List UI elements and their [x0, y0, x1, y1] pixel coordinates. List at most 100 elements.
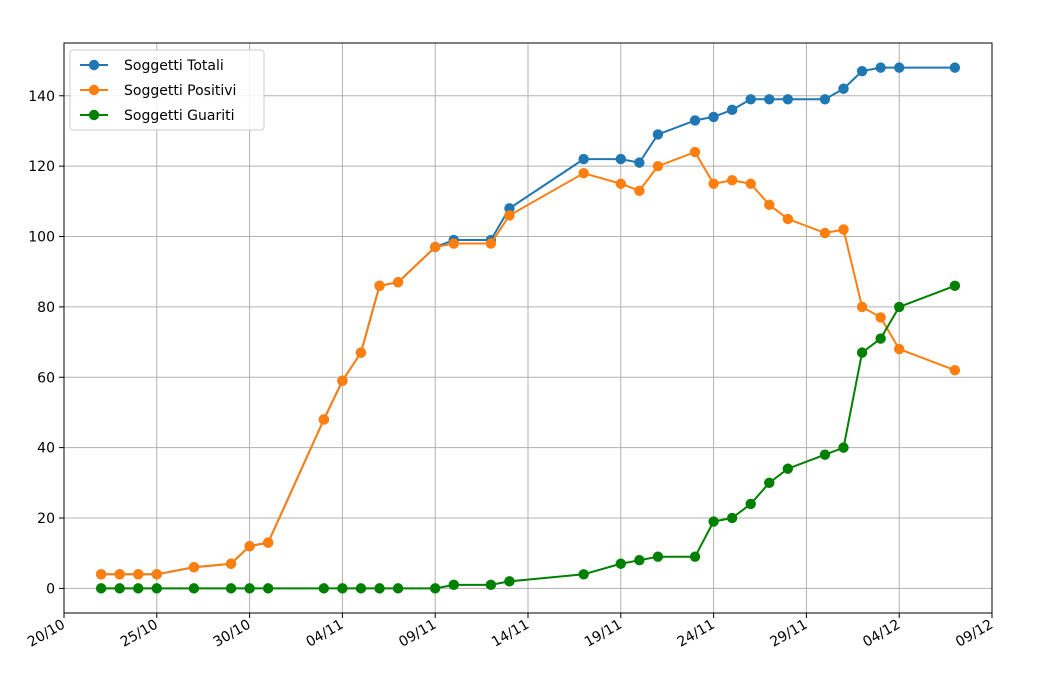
data-point [504, 210, 515, 221]
data-point [318, 414, 330, 425]
data-point [430, 583, 441, 594]
legend-box [69, 49, 265, 131]
data-point [838, 442, 849, 453]
data-point [244, 540, 255, 552]
data-point [894, 62, 905, 73]
data-point [337, 583, 348, 594]
data-point [95, 583, 107, 594]
y-tick-label: 120 [28, 159, 55, 175]
x-tick-label: 04/12 [860, 617, 903, 651]
data-point [615, 558, 626, 569]
x-tick-label: 20/10 [25, 617, 68, 651]
data-point [856, 65, 868, 77]
data-point [578, 167, 589, 179]
legend: Soggetti Totali Soggetti Positivi Soggetti… [69, 49, 265, 131]
x-tick-label: 24/11 [675, 617, 718, 651]
y-tick-label: 40 [37, 441, 55, 457]
data-point [430, 241, 441, 253]
data-point [726, 512, 738, 524]
data-point [262, 537, 274, 548]
data-point [634, 555, 645, 566]
series-2 [95, 146, 961, 580]
data-point [689, 551, 701, 562]
data-point [151, 583, 162, 594]
data-point [782, 213, 794, 225]
data-point [578, 153, 589, 165]
data-point [392, 583, 404, 594]
data-point [838, 83, 849, 94]
data-point [615, 178, 626, 189]
y-tick-label: 140 [28, 89, 55, 105]
series-layer [95, 62, 961, 594]
data-point [894, 301, 905, 313]
data-point [949, 280, 961, 291]
data-point [374, 280, 385, 291]
x-tick-label: 29/11 [767, 617, 810, 651]
data-point [337, 375, 348, 386]
axis-ticks: 20/10 25/10 30/10 04/11 09/11 14/11 19/11 24/11… [25, 89, 996, 651]
x-tick-label: 19/11 [582, 617, 625, 651]
data-point [782, 463, 794, 474]
x-tick-label: 25/10 [118, 617, 161, 651]
data-point [819, 227, 831, 239]
data-point [578, 569, 589, 580]
data-point [485, 579, 497, 591]
data-point [95, 569, 107, 580]
y-tick-label: 60 [37, 370, 55, 386]
data-point [708, 178, 719, 189]
data-point [634, 185, 645, 196]
data-point [374, 583, 385, 594]
data-point [133, 569, 144, 580]
legend-label: Soggetti Guariti [124, 108, 234, 124]
legend-marker [88, 109, 100, 121]
data-point [875, 62, 886, 73]
data-point [764, 199, 775, 211]
data-point [949, 365, 961, 376]
data-point [225, 558, 237, 569]
data-point [634, 157, 645, 168]
data-point [355, 347, 367, 358]
data-point [448, 579, 459, 591]
data-point [764, 94, 775, 105]
data-point [949, 62, 961, 73]
y-tick-label: 0 [46, 581, 55, 597]
legend-label: Soggetti Totali [124, 58, 224, 74]
data-point [819, 94, 831, 105]
data-point [652, 160, 664, 172]
data-point [838, 224, 849, 235]
data-point [355, 583, 367, 594]
data-point [504, 576, 515, 587]
data-point [262, 583, 274, 594]
data-point [819, 449, 831, 460]
data-point [485, 238, 497, 249]
data-point [726, 175, 738, 186]
y-tick-label: 100 [28, 230, 55, 246]
data-point [875, 333, 886, 344]
data-point [689, 146, 701, 158]
x-tick-label: 04/11 [303, 617, 346, 651]
data-point [615, 153, 626, 165]
x-tick-label: 09/11 [396, 617, 439, 651]
data-point [745, 178, 756, 189]
data-point [875, 312, 886, 323]
data-point [133, 583, 144, 594]
series-3 [95, 280, 961, 594]
x-tick-label: 30/10 [211, 617, 254, 651]
data-point [782, 94, 794, 105]
data-point [764, 477, 775, 489]
data-point [745, 94, 756, 105]
data-point [689, 115, 701, 126]
data-point [652, 129, 664, 140]
legend-label: Soggetti Positivi [124, 83, 236, 99]
data-point [244, 583, 255, 594]
data-point [745, 498, 756, 510]
data-point [151, 569, 162, 580]
data-point [652, 551, 664, 562]
data-point [708, 111, 719, 123]
legend-marker [88, 59, 100, 71]
x-tick-label: 09/12 [953, 617, 996, 651]
data-point [188, 583, 200, 594]
data-point [708, 516, 719, 527]
y-tick-label: 20 [37, 511, 55, 527]
